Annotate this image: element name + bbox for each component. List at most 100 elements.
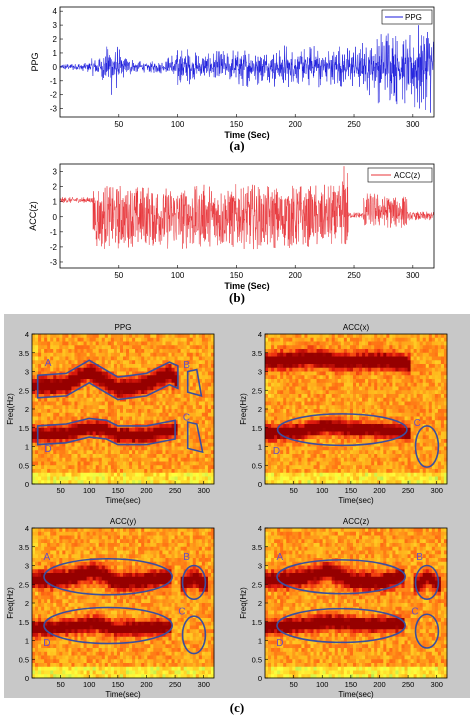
heat-cell <box>414 477 417 481</box>
heat-cell <box>341 432 344 436</box>
heat-cell <box>32 342 35 346</box>
heat-cell <box>386 379 389 383</box>
heat-cell <box>402 477 405 481</box>
heat-cell <box>411 338 414 342</box>
heat-cell <box>317 450 320 454</box>
heat-cell <box>329 387 332 391</box>
heat-cell <box>301 379 304 383</box>
heat-cell <box>365 417 368 421</box>
heat-cell <box>84 443 87 447</box>
heat-cell <box>395 342 398 346</box>
heat-cell <box>169 375 172 379</box>
heat-cell <box>356 477 359 481</box>
heat-cell <box>175 462 178 466</box>
heat-cell <box>423 458 426 462</box>
heat-cell <box>111 398 114 402</box>
heat-cell <box>362 398 365 402</box>
y-tick-label: 2.5 <box>252 386 262 395</box>
heat-cell <box>178 477 181 481</box>
heat-cell <box>398 368 401 372</box>
heat-cell <box>187 353 190 357</box>
heat-cell <box>84 364 87 368</box>
heat-cell <box>432 413 435 417</box>
heat-cell <box>93 443 96 447</box>
heat-cell <box>335 450 338 454</box>
heat-cell <box>147 338 150 342</box>
heat-cell <box>380 465 383 469</box>
heat-cell <box>338 345 341 349</box>
heat-cell <box>50 469 53 473</box>
heat-cell <box>359 349 362 353</box>
heat-cell <box>338 409 341 413</box>
heat-cell <box>181 394 184 398</box>
heat-cell <box>169 432 172 436</box>
heat-cell <box>374 409 377 413</box>
heat-cell <box>90 458 93 462</box>
heat-cell <box>365 338 368 342</box>
heat-cell <box>392 357 395 361</box>
heat-cell <box>141 417 144 421</box>
heat-cell <box>301 405 304 409</box>
heat-cell <box>202 342 205 346</box>
heat-cell <box>398 469 401 473</box>
heat-cell <box>317 368 320 372</box>
heat-cell <box>205 360 208 364</box>
heat-cell <box>307 409 310 413</box>
heat-cell <box>392 375 395 379</box>
heat-cell <box>141 435 144 439</box>
heat-cell <box>432 357 435 361</box>
heat-cell <box>199 465 202 469</box>
heat-cell <box>286 368 289 372</box>
heat-cell <box>395 439 398 443</box>
heat-cell <box>365 458 368 462</box>
heat-cell <box>108 417 111 421</box>
heat-cell <box>353 417 356 421</box>
heat-cell <box>99 402 102 406</box>
heat-cell <box>144 390 147 394</box>
heat-cell <box>208 372 211 376</box>
heat-cell <box>386 383 389 387</box>
heat-cell <box>395 383 398 387</box>
heat-cell <box>117 417 120 421</box>
heat-cell <box>402 462 405 466</box>
heat-cell <box>286 462 289 466</box>
heat-cell <box>441 435 444 439</box>
heat-cell <box>38 379 41 383</box>
heat-cell <box>41 342 44 346</box>
heat-cell <box>295 462 298 466</box>
heat-cell <box>169 390 172 394</box>
heat-cell <box>190 465 193 469</box>
heat-cell <box>323 405 326 409</box>
heat-cell <box>114 417 117 421</box>
heat-cell <box>114 428 117 432</box>
heat-cell <box>338 454 341 458</box>
heat-cell <box>108 345 111 349</box>
heat-cell <box>126 353 129 357</box>
heat-cell <box>295 368 298 372</box>
heat-cell <box>304 357 307 361</box>
heat-cell <box>184 402 187 406</box>
heat-cell <box>138 349 141 353</box>
heat-cell <box>138 390 141 394</box>
heat-cell <box>90 447 93 451</box>
heat-cell <box>432 417 435 421</box>
heat-cell <box>350 364 353 368</box>
heat-cell <box>277 349 280 353</box>
heat-cell <box>84 420 87 424</box>
heat-cell <box>380 435 383 439</box>
heat-cell <box>184 342 187 346</box>
heat-cell <box>181 387 184 391</box>
heat-cell <box>96 405 99 409</box>
heat-cell <box>411 357 414 361</box>
heat-cell <box>190 357 193 361</box>
y-tick-label: 3 <box>53 168 58 177</box>
heat-cell <box>329 360 332 364</box>
heat-cell <box>138 465 141 469</box>
heat-cell <box>353 357 356 361</box>
heat-cell <box>105 462 108 466</box>
heat-cell <box>141 454 144 458</box>
heat-cell <box>93 402 96 406</box>
heat-cell <box>335 349 338 353</box>
heat-cell <box>277 338 280 342</box>
heat-cell <box>289 424 292 428</box>
